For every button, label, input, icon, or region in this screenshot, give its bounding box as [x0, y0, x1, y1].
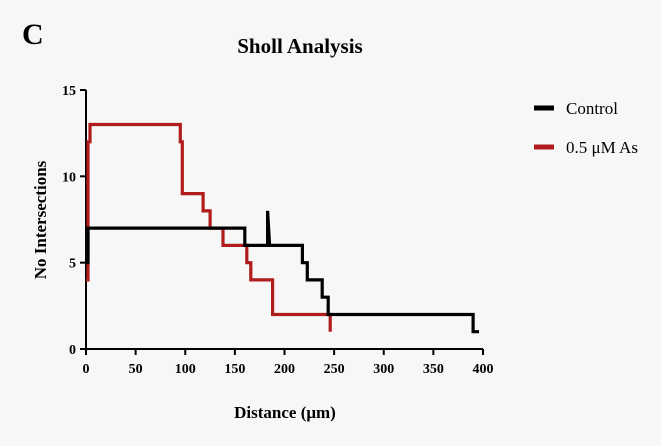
y-tick-label: 10 — [62, 170, 76, 185]
panel-letter: C — [22, 18, 44, 51]
x-tick-label: 150 — [224, 362, 245, 377]
y-tick-label: 5 — [69, 257, 76, 272]
x-tick-label: 50 — [129, 362, 143, 377]
series-layer — [86, 122, 479, 334]
legend-label: Control — [566, 99, 618, 118]
series-line-arsenic — [86, 122, 332, 332]
x-axis-label: Distance (μm) — [234, 403, 336, 422]
y-tick-label: 0 — [69, 343, 76, 358]
chart-title: Sholl Analysis — [237, 34, 363, 58]
legend-label: 0.5 μM As — [566, 138, 638, 157]
x-tick-label: 200 — [274, 362, 295, 377]
y-tick-label: 15 — [62, 84, 76, 99]
x-tick-label: 350 — [423, 362, 444, 377]
chart-legend: Control 0.5 μM As — [534, 99, 638, 157]
x-tick-label: 400 — [473, 362, 494, 377]
x-tick-label: 100 — [175, 362, 196, 377]
y-axis-label: No Intersections — [31, 160, 50, 279]
x-tick-label: 300 — [373, 362, 394, 377]
series-line-control — [86, 210, 479, 334]
x-tick-label: 0 — [83, 362, 90, 377]
x-tick-label: 250 — [324, 362, 345, 377]
